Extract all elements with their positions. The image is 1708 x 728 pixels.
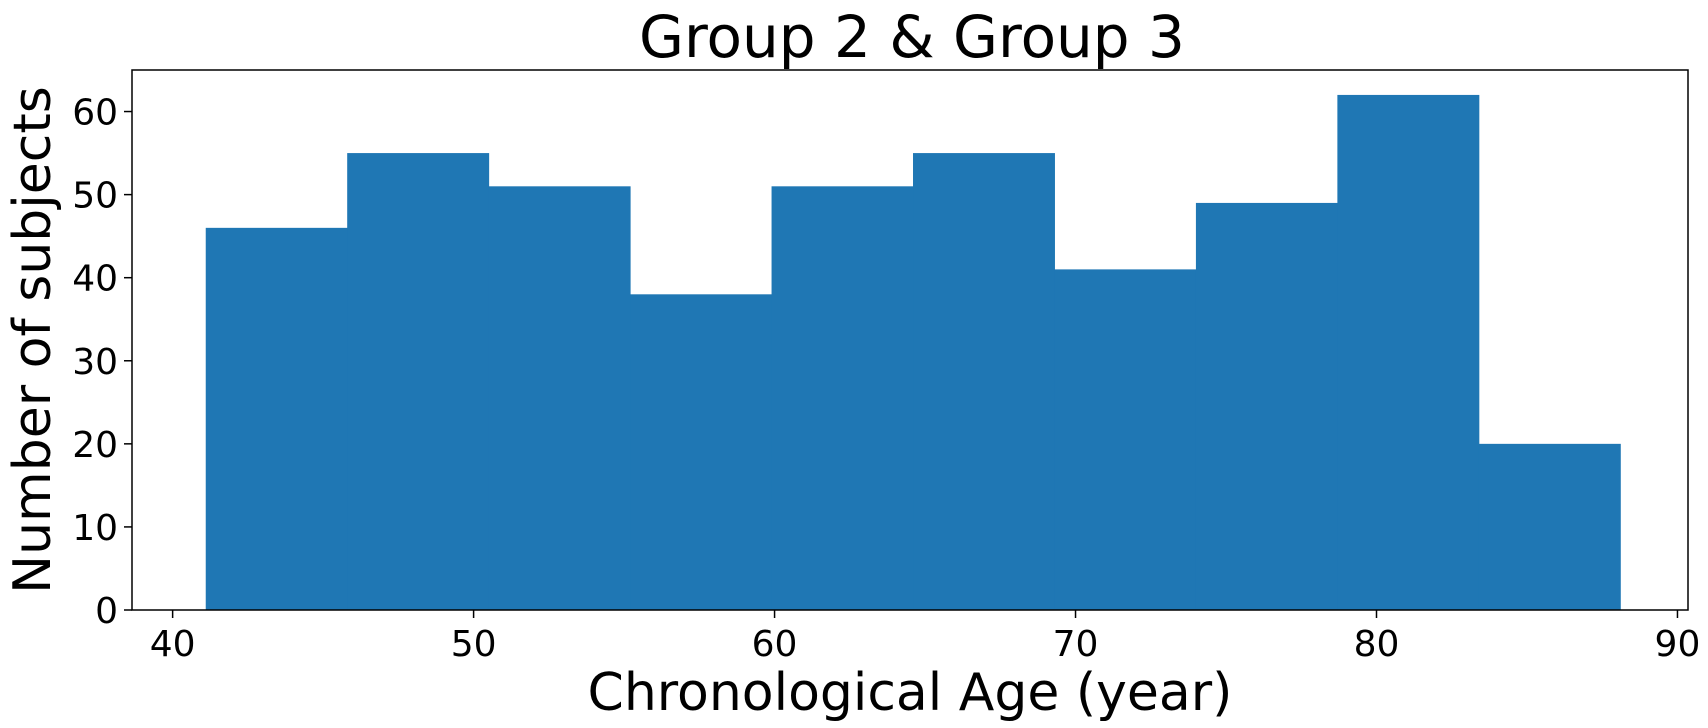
x-tick-label: 70 [1053, 624, 1099, 665]
y-tick-label: 60 [72, 93, 118, 134]
chart-title: Group 2 & Group 3 [639, 3, 1185, 71]
x-tick-label: 90 [1655, 624, 1701, 665]
x-tick-label: 40 [150, 624, 196, 665]
histogram-bar-2 [488, 186, 631, 611]
y-tick-label: 10 [72, 508, 118, 549]
y-tick-label: 0 [95, 591, 118, 632]
plot-frame [131, 69, 1689, 611]
x-tick-label: 80 [1354, 624, 1400, 665]
histogram-bar-8 [1337, 94, 1480, 610]
histogram-bar-3 [630, 294, 773, 610]
histogram-bar-5 [913, 153, 1055, 611]
x-tick-label: 50 [451, 624, 497, 665]
histogram-bar-4 [771, 186, 914, 611]
y-tick-label: 50 [72, 176, 118, 217]
bars-group [205, 94, 1621, 611]
y-tick-label: 40 [72, 259, 118, 300]
histogram-bar-6 [1054, 269, 1197, 610]
x-tick-label: 60 [752, 624, 798, 665]
y-axis-ticks: 0 10 20 30 40 50 60 [72, 93, 132, 632]
histogram-bar-0 [205, 227, 348, 610]
x-axis-label: Chronological Age (year) [588, 663, 1233, 723]
histogram-bar-7 [1195, 202, 1338, 610]
y-axis-label: Number of subjects [3, 86, 63, 594]
y-tick-label: 20 [72, 425, 118, 466]
histogram-bar-1 [347, 153, 490, 611]
histogram-bar-9 [1478, 443, 1621, 610]
x-axis-ticks: 40 50 60 70 80 90 [150, 610, 1701, 665]
y-tick-label: 30 [72, 342, 118, 383]
